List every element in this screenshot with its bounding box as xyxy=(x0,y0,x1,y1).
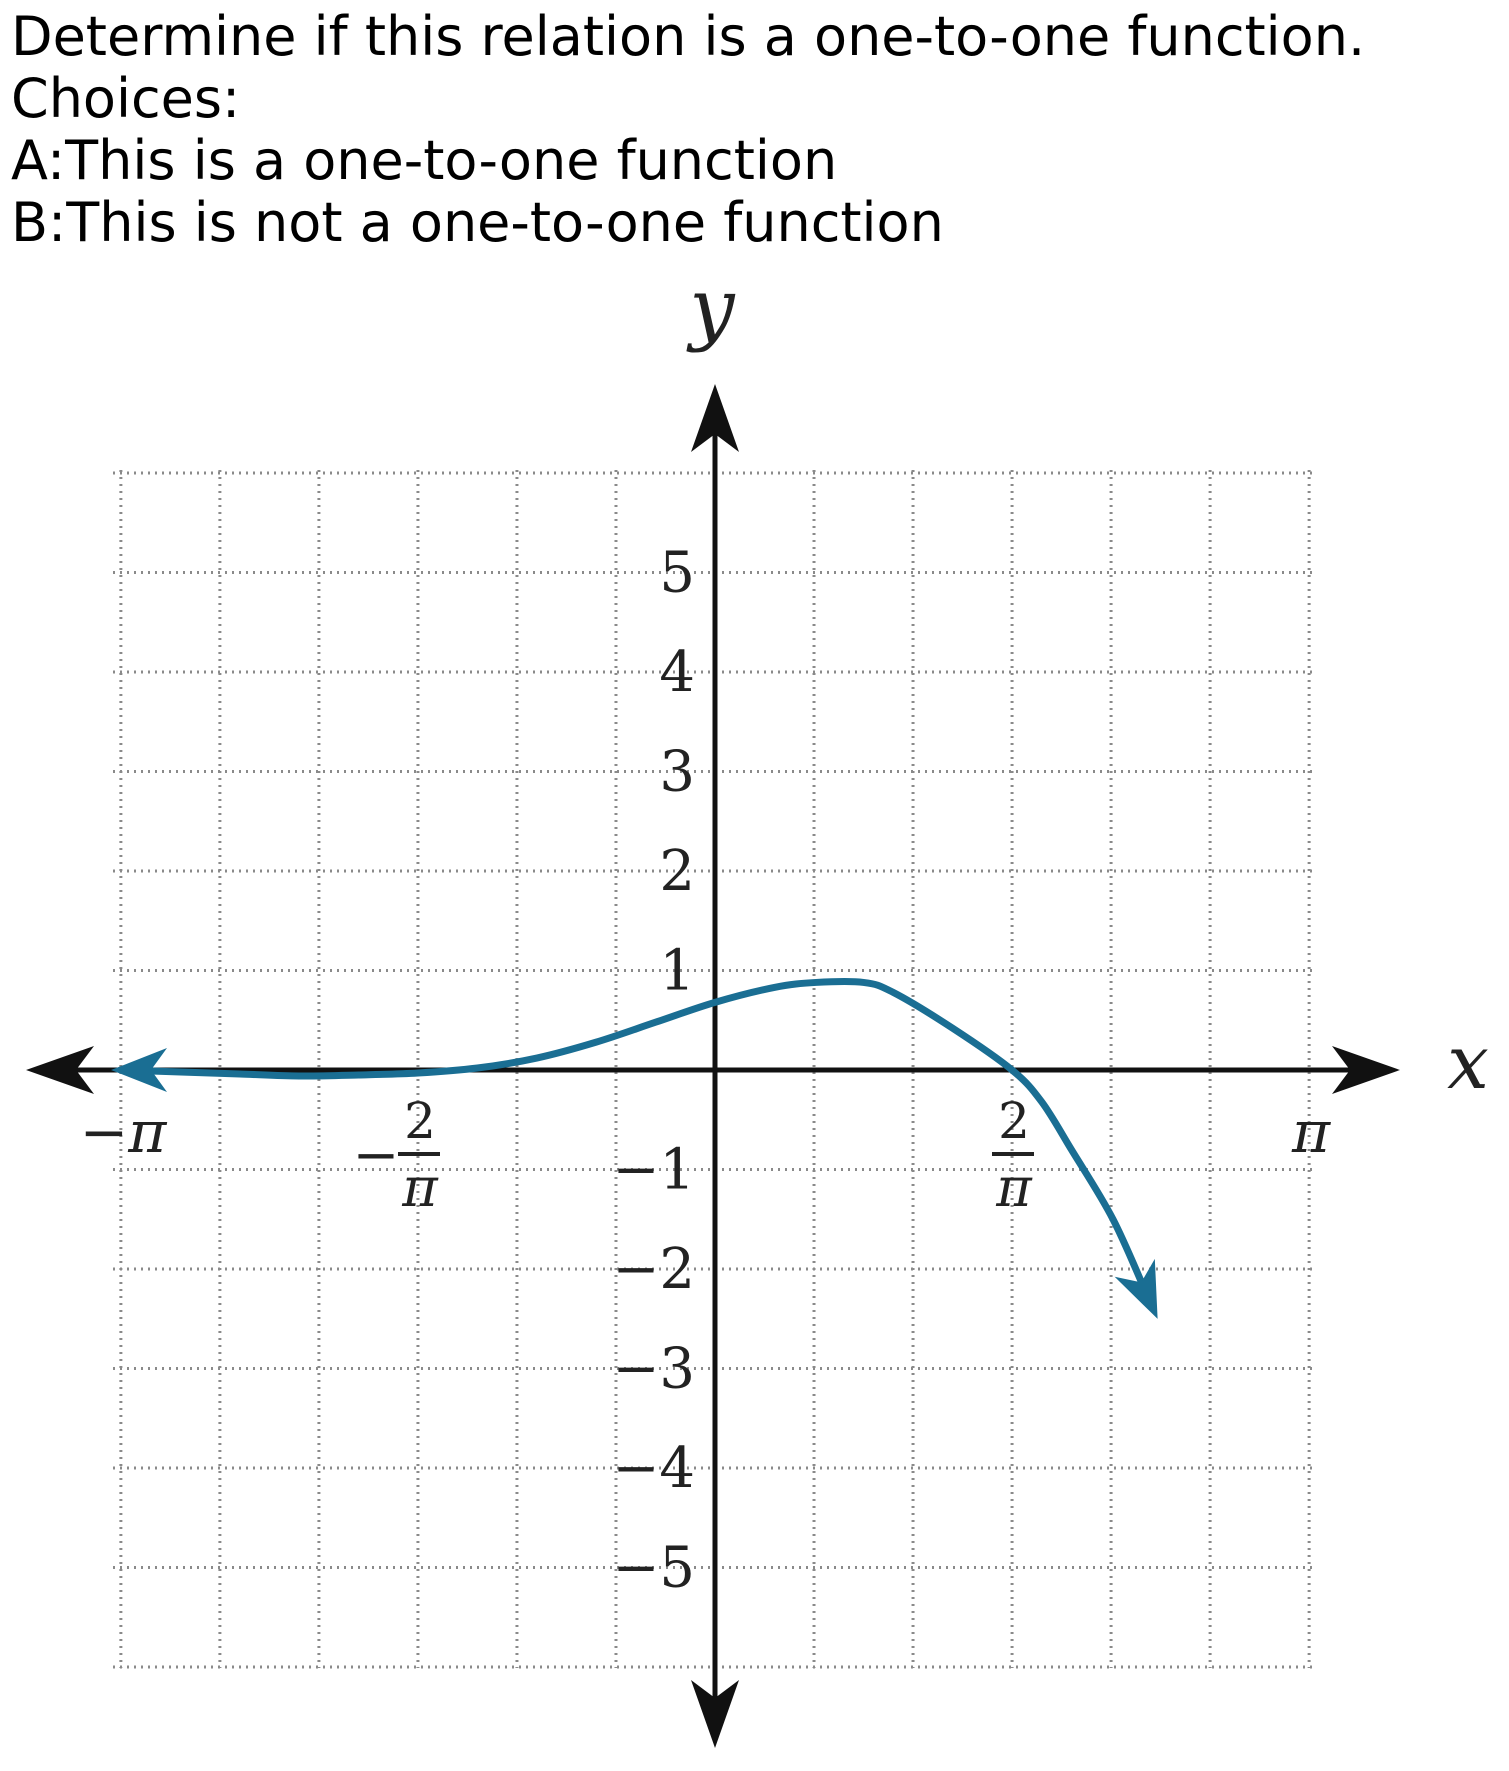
y-tick-label-2: 3 xyxy=(659,740,695,805)
y-axis-arrow-up xyxy=(691,384,739,452)
x-tick-numerator-2: 2 xyxy=(998,1092,1030,1150)
x-tick-denominator-1: π xyxy=(401,1156,439,1219)
y-tick-label-5: −1 xyxy=(612,1138,695,1203)
question-prompt: Determine if this relation is a one-to-o… xyxy=(11,5,1366,68)
curve xyxy=(111,977,1158,1319)
x-axis-arrow-left xyxy=(26,1046,94,1094)
y-tick-label-4: 1 xyxy=(659,939,695,1004)
y-tick-label-1: 4 xyxy=(659,640,695,705)
y-tick-label-0: 5 xyxy=(659,541,695,606)
x-tick-numerator-1: 2 xyxy=(404,1092,436,1150)
y-tick-label-7: −3 xyxy=(612,1337,695,1402)
choice-b[interactable]: B:This is not a one-to-one function xyxy=(11,191,944,254)
series-arrow-right-0 xyxy=(1114,1258,1158,1319)
series-arrow-left-0 xyxy=(111,1048,167,1092)
y-axis-label: y xyxy=(686,261,736,354)
question-block: Determine if this relation is a one-to-o… xyxy=(11,6,1365,254)
y-tick-label-8: −4 xyxy=(612,1436,695,1501)
y-axis-arrow-down xyxy=(691,1680,739,1748)
x-axis-label: x xyxy=(1447,1020,1489,1106)
y-tick-label-3: 2 xyxy=(659,839,695,904)
x-tick-sign-1: − xyxy=(353,1123,400,1188)
y-tick-label-6: −2 xyxy=(612,1237,695,1302)
series-line-0 xyxy=(117,977,1153,1303)
x-tick-denominator-2: π xyxy=(995,1156,1033,1219)
choices-label: Choices: xyxy=(11,67,241,130)
axes: xy xyxy=(26,261,1489,1748)
x-axis-arrow-right xyxy=(1332,1046,1400,1094)
x-tick-label-1: −2 π xyxy=(353,1092,440,1219)
y-tick-label-9: −5 xyxy=(612,1536,695,1601)
x-tick-label-2: 2π xyxy=(992,1092,1034,1219)
choice-a[interactable]: A:This is a one-to-one function xyxy=(11,129,838,192)
x-tick-label-0: −π xyxy=(80,1098,168,1166)
x-tick-label-3: π xyxy=(1291,1098,1331,1166)
